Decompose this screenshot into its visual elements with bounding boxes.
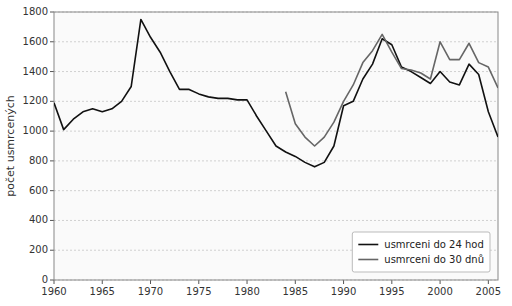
x-tick <box>391 280 392 284</box>
x-tick <box>295 280 296 284</box>
y-tick-label: 1200 <box>23 95 48 106</box>
y-tick-label: 600 <box>29 185 48 196</box>
series-line <box>54 19 498 166</box>
y-tick <box>50 131 54 132</box>
chart: 0200400600800100012001400160018001960196… <box>0 0 512 306</box>
series-line <box>286 34 498 146</box>
y-tick <box>50 71 54 72</box>
grid-line <box>54 190 498 191</box>
y-axis-label: počet usmrcených <box>4 95 17 196</box>
y-tick <box>50 250 54 251</box>
legend-box <box>352 232 490 272</box>
y-tick-label: 1600 <box>23 36 48 47</box>
y-tick-label: 200 <box>29 244 48 255</box>
grid-line <box>54 160 498 161</box>
x-ticks: 1960 1965 1970 1975 1980 1985 1990 1995 2000 2005 <box>41 280 501 297</box>
x-tick-label: 1975 <box>186 286 211 297</box>
x-tick-label: 1985 <box>283 286 308 297</box>
lines <box>54 19 498 166</box>
plot-background <box>54 12 498 280</box>
y-tick <box>50 190 54 191</box>
grid-line <box>54 41 498 42</box>
x-tick <box>440 280 441 284</box>
x-tick-label: 2000 <box>427 286 452 297</box>
x-tick-label: 1990 <box>331 286 356 297</box>
y-tick-label: 0 <box>42 274 48 285</box>
y-tick <box>50 101 54 102</box>
grid-line <box>54 71 498 72</box>
x-tick-label: 1980 <box>234 286 259 297</box>
x-tick <box>150 280 151 284</box>
grid-line <box>54 220 498 221</box>
y-tick-label: 1000 <box>23 125 48 136</box>
grid-line <box>54 131 498 132</box>
x-tick-label: 1995 <box>379 286 404 297</box>
y-tick-label: 1800 <box>23 6 48 17</box>
legend-label: usmrceni do 24 hod <box>384 239 483 250</box>
y-tick <box>50 12 54 13</box>
x-tick-label: 1970 <box>138 286 163 297</box>
x-tick <box>198 280 199 284</box>
x-tick-label: 2005 <box>476 286 501 297</box>
y-tick <box>50 280 54 281</box>
x-tick <box>343 280 344 284</box>
x-tick <box>247 280 248 284</box>
x-tick <box>102 280 103 284</box>
y-tick <box>50 41 54 42</box>
legend: usmrceni do 24 hod usmrceni do 30 dnů <box>352 232 490 272</box>
y-tick-label: 400 <box>29 214 48 225</box>
plot-frame <box>54 12 498 280</box>
x-tick-label: 1960 <box>41 286 66 297</box>
y-grid <box>54 12 498 280</box>
legend-swatch <box>358 259 378 261</box>
legend-swatch <box>358 244 378 246</box>
y-tick-label: 1400 <box>23 66 48 77</box>
y-ticks: 0 200 400 600 800 1000 1200 1400 1600 1800 <box>23 6 54 285</box>
y-tick <box>50 220 54 221</box>
x-tick <box>488 280 489 284</box>
y-tick-label: 800 <box>29 155 48 166</box>
x-tick-label: 1965 <box>90 286 115 297</box>
y-tick <box>50 160 54 161</box>
legend-label: usmrceni do 30 dnů <box>384 254 484 265</box>
x-tick <box>54 280 55 284</box>
